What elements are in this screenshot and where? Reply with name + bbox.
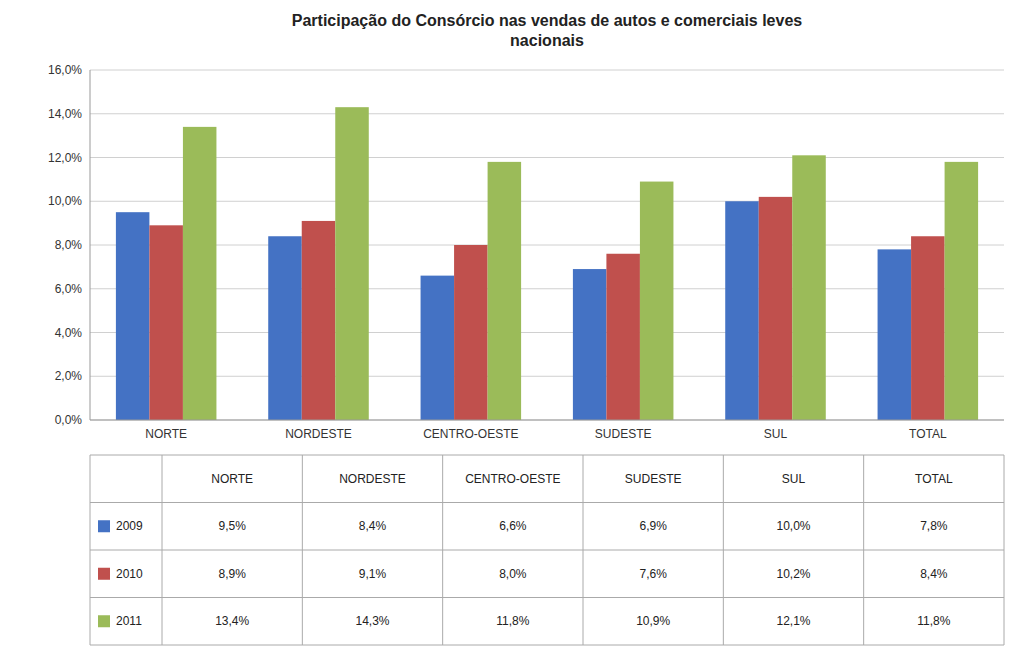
grid-line [90,288,1004,289]
bar [302,221,336,420]
grid-line [90,157,1004,158]
chart-title: Participação do Consórcio nas vendas de … [292,12,803,49]
table-rule [723,455,724,645]
y-tick-label: 10,0% [48,194,82,208]
bar [183,127,217,420]
table-header: TOTAL [915,472,953,486]
table-value: 6,6% [499,519,527,533]
data-table: NORTE NORDESTE CENTRO-OESTE SUDESTE SUL TOTAL… [90,455,1004,645]
table-rule [90,455,1004,456]
y-tick-label: 8,0% [55,238,83,252]
grid [90,70,1004,420]
table-value: 12,1% [776,614,810,628]
x-axis-line [90,420,1004,421]
table-value: 7,6% [639,567,667,581]
table-value: 13,4% [215,614,249,628]
grid-line [90,113,1004,114]
table-value: 8,4% [359,519,387,533]
bars [116,107,978,420]
legend-label: 2011 [116,614,142,628]
bar [335,107,369,420]
bar [454,245,488,420]
table-value: 10,9% [636,614,670,628]
y-tick-label: 6,0% [55,282,83,296]
table-value: 8,0% [499,567,527,581]
grid-line [90,420,1004,421]
legend-swatch [98,615,110,627]
table-rule [90,455,91,645]
y-tick-label: 14,0% [48,107,82,121]
y-tick-label: 2,0% [55,369,83,383]
bar [116,212,150,420]
x-tick-label: SUL [764,427,788,441]
bar [759,197,793,420]
legend-swatch [98,520,110,532]
grid-line [90,245,1004,246]
table-rule [90,502,1004,503]
table-rule [302,455,303,645]
table-value: 10,2% [776,567,810,581]
table-header: NORDESTE [339,472,406,486]
x-tick-label: NORDESTE [285,427,352,441]
table-rule [90,550,1004,551]
x-tick-label: CENTRO-OESTE [423,427,518,441]
table-rule [583,455,584,645]
chart-svg: Participação do Consórcio nas vendas de … [0,0,1024,651]
bar [149,225,183,420]
table-rule [90,597,1004,598]
grid-line [90,70,1004,71]
table-value: 14,3% [355,614,389,628]
bar [945,162,979,420]
bar [911,236,945,420]
y-tick-label: 4,0% [55,326,83,340]
table-value: 11,8% [496,614,529,628]
bar [640,182,674,420]
y-axis-line [90,70,91,420]
chart-container: Participação do Consórcio nas vendas de … [0,0,1024,651]
bar [878,249,912,420]
x-tick-label: SUDESTE [595,427,652,441]
table-value: 8,9% [218,567,246,581]
table-header: SUDESTE [625,472,682,486]
table-value: 9,1% [359,567,387,581]
table-value: 10,0% [776,519,810,533]
legend-swatch [98,568,110,580]
bar [725,201,759,420]
table-value: 7,8% [920,519,948,533]
y-tick-label: 0,0% [55,413,83,427]
bar [606,254,640,420]
table-value: 11,8% [917,614,950,628]
table-rule [1004,455,1005,645]
table-rule [90,645,1004,646]
table-value: 9,5% [218,519,246,533]
table-value: 8,4% [920,567,948,581]
legend-label: 2009 [116,519,143,533]
table-value: 6,9% [639,519,667,533]
x-tick-label: TOTAL [909,427,947,441]
table-header: NORTE [211,472,253,486]
table-rule [863,455,864,645]
title-line: nacionais [510,32,584,49]
bar [421,276,455,420]
x-tick-label: NORTE [145,427,187,441]
title-line: Participação do Consórcio nas vendas de … [292,12,803,29]
grid-line [90,376,1004,377]
table-rule [162,455,163,645]
table-header: CENTRO-OESTE [465,472,560,486]
table-rule [442,455,443,645]
table-header: SUL [782,472,806,486]
grid-line [90,332,1004,333]
bar [792,155,826,420]
y-tick-label: 16,0% [48,63,82,77]
bar [488,162,522,420]
y-tick-label: 12,0% [48,151,82,165]
grid-line [90,201,1004,202]
bar [573,269,607,420]
legend-label: 2010 [116,567,143,581]
bar [268,236,302,420]
